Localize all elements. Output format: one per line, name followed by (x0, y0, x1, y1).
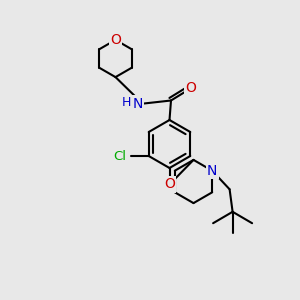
Text: N: N (133, 97, 143, 110)
Text: O: O (164, 178, 175, 191)
Text: O: O (110, 33, 121, 47)
Text: Cl: Cl (113, 149, 126, 163)
Text: H: H (121, 96, 131, 110)
Text: O: O (185, 82, 196, 95)
Text: N: N (207, 164, 217, 178)
